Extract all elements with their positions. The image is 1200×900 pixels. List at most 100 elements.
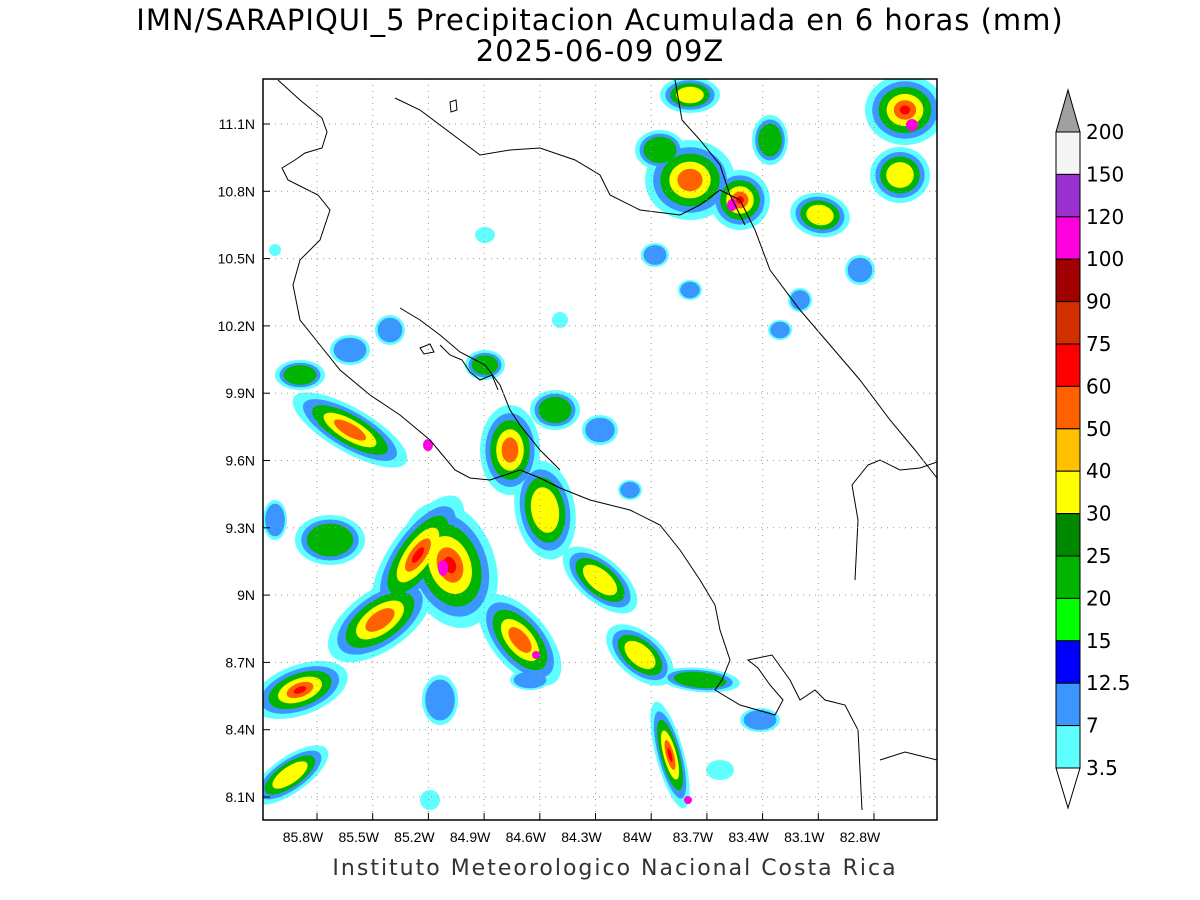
lat-tick-label: 9.9N <box>225 385 255 401</box>
precip-contour <box>680 281 700 299</box>
colorbar-segment <box>1055 555 1081 599</box>
lat-tick-label: 9.3N <box>225 520 255 536</box>
colorbar-bottom-arrow <box>1055 767 1081 810</box>
lon-tick-label: 83.7W <box>673 829 714 845</box>
precip-contour <box>758 123 782 157</box>
lon-tick-label: 84.3W <box>561 829 602 845</box>
precip-contour <box>530 487 560 533</box>
precip-max-contour <box>438 560 448 576</box>
colorbar-level-label: 90 <box>1086 290 1111 314</box>
precip-contour <box>706 760 734 780</box>
colorbar-level-label: 50 <box>1086 417 1111 441</box>
colorbar-level-label: 3.5 <box>1086 756 1118 780</box>
map-frame <box>262 78 938 821</box>
lat-tick-label: 8.7N <box>225 654 255 670</box>
precip-contour <box>620 481 640 499</box>
lon-tick-label: 85.2W <box>394 829 435 845</box>
colorbar-segment <box>1055 597 1081 642</box>
lon-tick-label: 83.1W <box>784 829 825 845</box>
colorbar-level-label: 100 <box>1086 247 1124 271</box>
precip-max-contour <box>727 199 737 211</box>
colorbar-segment <box>1055 385 1081 430</box>
precip-contour <box>272 761 308 789</box>
lat-tick-label: 8.1N <box>225 789 255 805</box>
colorbar-segment <box>1055 513 1081 557</box>
precip-contour <box>643 136 677 164</box>
precip-contour <box>306 523 354 557</box>
colorbar-segment <box>1055 216 1081 260</box>
map-axes: 85.8W 85.5W 85.2W 84.9W 84.6W 84.3W 84W 83.7W 83… <box>218 116 881 845</box>
precip-contour <box>513 671 547 689</box>
colorbar-level-label: 200 <box>1086 120 1124 144</box>
precip-contour <box>643 245 667 265</box>
precip-contour <box>847 257 873 283</box>
colorbar-level-label: 20 <box>1086 586 1111 610</box>
colorbar-segment <box>1055 343 1081 387</box>
precip-max-contour <box>906 119 918 131</box>
precip-contour <box>420 790 440 810</box>
colorbar-level-label: 25 <box>1086 544 1111 568</box>
peninsula-coast <box>439 344 499 391</box>
colorbar-segment <box>1055 682 1081 727</box>
colorbar-level-label: 15 <box>1086 629 1111 653</box>
precip-contour <box>899 105 911 115</box>
colorbar-legend: 200 150 120 100 90 75 60 50 40 30 25 20 15 12.5 7 3.5 <box>1055 88 1131 810</box>
precip-contour <box>770 321 790 339</box>
precipitation-field <box>263 79 937 810</box>
precip-contour <box>377 317 403 343</box>
precip-contour <box>538 396 572 424</box>
colorbar-segment <box>1055 428 1081 472</box>
island <box>449 99 458 113</box>
colorbar-level-label: 40 <box>1086 459 1111 483</box>
panama-border <box>851 459 937 581</box>
colorbar-level-label: 60 <box>1086 374 1111 398</box>
lon-tick-label: 84.9W <box>450 829 491 845</box>
lat-tick-label: 9N <box>237 587 255 603</box>
map-grid <box>263 79 937 820</box>
precip-contour <box>333 419 367 441</box>
precip-max-contour <box>532 651 540 659</box>
colorbar-level-label: 7 <box>1086 714 1099 738</box>
precip-contour <box>806 204 834 226</box>
precip-max-contour <box>684 796 692 804</box>
caribbean-coast <box>674 79 746 226</box>
south-coast <box>879 751 937 761</box>
precip-contour <box>475 227 495 243</box>
precip-contour <box>269 244 281 256</box>
nicaragua-border <box>394 97 937 479</box>
lat-tick-label: 10.8N <box>218 183 255 199</box>
colorbar-level-label: 12.5 <box>1086 671 1131 695</box>
precip-contour <box>676 86 704 104</box>
colorbar-segment <box>1055 258 1081 303</box>
precip-contour <box>673 671 727 689</box>
colorbar-segment <box>1055 725 1081 769</box>
lon-tick-label: 85.5W <box>338 829 379 845</box>
lat-tick-label: 8.4N <box>225 722 255 738</box>
precip-contour <box>552 312 568 328</box>
precip-contour <box>411 547 425 563</box>
precip-contour <box>425 679 455 721</box>
lat-tick-label: 9.6N <box>225 453 255 469</box>
precip-contour <box>677 168 703 192</box>
lon-tick-label: 84.6W <box>506 829 547 845</box>
precip-contour <box>501 437 519 463</box>
precip-contour <box>886 162 914 188</box>
colorbar-segment <box>1055 301 1081 345</box>
precip-contour <box>265 503 285 537</box>
precip-contour <box>508 627 532 653</box>
colorbar-segment <box>1055 131 1081 175</box>
lon-tick-label: 85.8W <box>283 829 324 845</box>
precip-contour <box>283 365 317 385</box>
precip-contour <box>293 686 307 694</box>
precip-contour <box>743 710 777 730</box>
map-subtitle-datetime: 2025-06-09 09Z <box>475 34 725 68</box>
lat-tick-label: 11.1N <box>219 116 255 132</box>
credit-text: Instituto Meteorologico Nacional Costa R… <box>332 856 898 881</box>
island <box>419 343 435 355</box>
precip-contour <box>667 748 673 762</box>
lon-tick-label: 82.8W <box>840 829 881 845</box>
precip-contour <box>790 290 810 310</box>
colorbar-level-label: 120 <box>1086 205 1124 229</box>
pacific-coastline <box>277 79 863 811</box>
